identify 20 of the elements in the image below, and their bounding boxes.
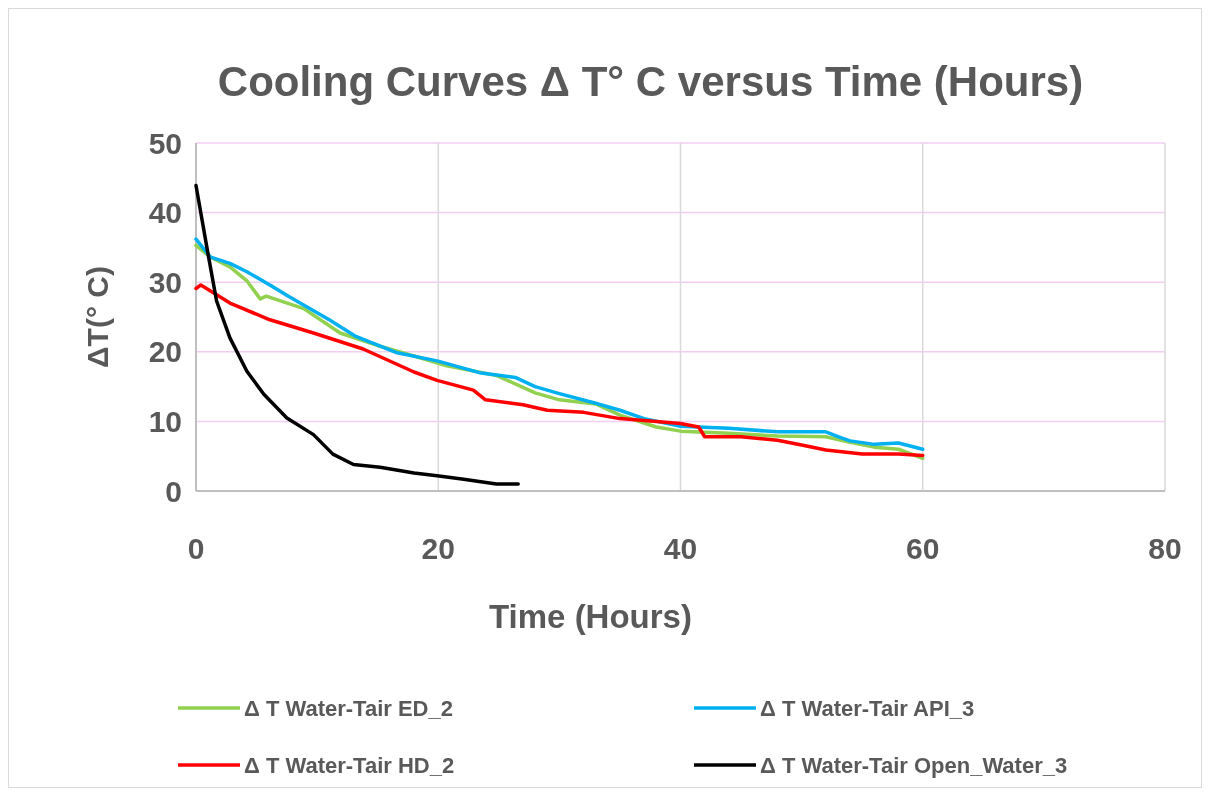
chart-title: Cooling Curves Δ T° C versus Time (Hours) bbox=[217, 58, 1084, 105]
line-series bbox=[194, 283, 925, 458]
x-tick-label: 0 bbox=[187, 532, 205, 565]
y-tick-label: 20 bbox=[148, 335, 182, 369]
y-axis-title: ΔT(° C) bbox=[81, 266, 114, 368]
y-tick-label: 30 bbox=[148, 265, 182, 299]
x-tick-label: 20 bbox=[421, 532, 455, 565]
y-tick-label: 0 bbox=[165, 474, 182, 508]
line-series bbox=[194, 183, 520, 486]
legend-label: Δ T Water-Tair Open_Water_3 bbox=[760, 752, 1068, 778]
y-tick-label: 10 bbox=[148, 404, 182, 438]
legend-label: Δ T Water-Tair ED_2 bbox=[244, 695, 453, 721]
x-tick-label: 80 bbox=[1148, 532, 1182, 565]
x-tick-label: 60 bbox=[906, 532, 940, 565]
x-axis-title: Time (Hours) bbox=[489, 598, 692, 635]
legend-label: Δ T Water-Tair API_3 bbox=[760, 695, 975, 721]
y-tick-label: 40 bbox=[148, 196, 182, 230]
y-tick-label: 50 bbox=[148, 126, 182, 160]
x-tick-label: 40 bbox=[663, 532, 698, 565]
legend-label: Δ T Water-Tair HD_2 bbox=[244, 752, 455, 778]
